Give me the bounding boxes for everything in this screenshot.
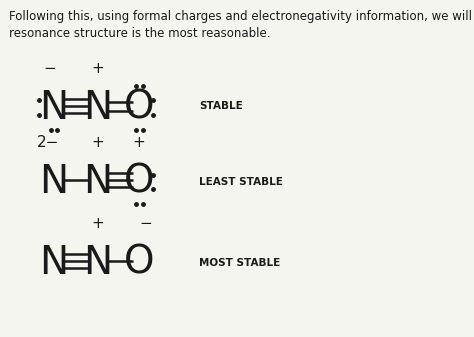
Text: 2−: 2− [37,135,59,150]
Text: +: + [133,135,146,150]
Text: O: O [124,89,155,127]
Text: +: + [91,216,104,231]
Text: −: − [140,216,153,231]
Text: N: N [39,244,69,282]
Text: −: − [43,61,56,76]
Text: N: N [39,89,69,127]
Text: O: O [124,244,155,282]
Text: STABLE: STABLE [199,101,243,111]
Text: N: N [83,89,112,127]
Text: Following this, using formal charges and electronegativity information, we will : Following this, using formal charges and… [9,10,474,40]
Text: LEAST STABLE: LEAST STABLE [199,177,283,187]
Text: MOST STABLE: MOST STABLE [199,258,280,268]
Text: N: N [83,163,112,201]
Text: O: O [124,163,155,201]
Text: +: + [91,61,104,76]
Text: N: N [39,163,69,201]
Text: +: + [91,135,104,150]
Text: N: N [83,244,112,282]
